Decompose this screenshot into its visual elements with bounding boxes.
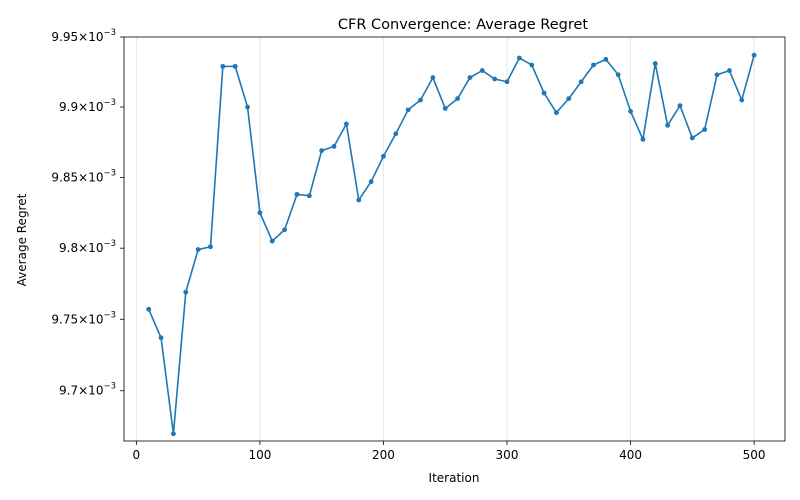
grid-lines bbox=[135, 37, 755, 441]
x-tick-label: 100 bbox=[248, 448, 271, 462]
data-point bbox=[603, 56, 609, 62]
data-point bbox=[282, 227, 288, 233]
data-point bbox=[504, 79, 510, 85]
y-axis: 9.7×10−3 9.75×10−3 9.8×10−3 9.85×10−3 9.9×10… bbox=[51, 28, 124, 398]
y-tick-label: 9.9×10−3 bbox=[59, 98, 116, 114]
data-point bbox=[677, 103, 683, 109]
y-tick-label: 9.95×10−3 bbox=[51, 28, 116, 44]
data-point bbox=[578, 79, 584, 85]
data-point bbox=[319, 148, 325, 154]
data-point bbox=[492, 76, 498, 82]
data-point bbox=[455, 96, 460, 102]
data-point bbox=[356, 197, 362, 203]
data-point bbox=[591, 62, 596, 68]
series-layer bbox=[146, 52, 757, 437]
data-point bbox=[418, 97, 423, 103]
data-point bbox=[393, 131, 399, 137]
data-point bbox=[245, 104, 250, 110]
data-point bbox=[739, 97, 745, 103]
data-point bbox=[640, 136, 646, 142]
data-point bbox=[652, 61, 658, 66]
data-point bbox=[146, 306, 152, 312]
data-point bbox=[554, 110, 559, 116]
data-point bbox=[727, 68, 732, 73]
data-point bbox=[541, 90, 547, 96]
data-point bbox=[665, 122, 671, 128]
x-tick-label: 0 bbox=[133, 448, 141, 462]
plot-area bbox=[123, 36, 786, 442]
data-point bbox=[331, 144, 337, 149]
y-axis-label: Average Regret bbox=[15, 193, 29, 286]
data-point bbox=[208, 244, 213, 250]
data-point bbox=[368, 179, 374, 185]
data-point bbox=[628, 108, 633, 114]
x-tick-label: 400 bbox=[619, 448, 642, 462]
x-tick-label: 200 bbox=[372, 448, 395, 462]
data-point bbox=[479, 68, 485, 73]
data-point bbox=[702, 127, 708, 132]
data-point bbox=[751, 52, 757, 58]
x-axis-label: Iteration bbox=[429, 471, 480, 485]
data-point bbox=[442, 106, 448, 111]
chart-title: CFR Convergence: Average Regret bbox=[338, 17, 589, 33]
data-point bbox=[294, 191, 300, 197]
x-tick-label: 500 bbox=[743, 448, 766, 462]
data-point bbox=[405, 107, 411, 113]
data-point bbox=[529, 62, 535, 68]
x-axis: 0 100 200 300 400 500 bbox=[133, 441, 766, 462]
data-point bbox=[220, 63, 226, 69]
data-point bbox=[430, 75, 436, 80]
data-point bbox=[516, 55, 522, 61]
data-point bbox=[566, 96, 572, 102]
data-point bbox=[467, 75, 473, 80]
data-point bbox=[689, 135, 695, 141]
data-point bbox=[381, 153, 386, 159]
series-line bbox=[147, 54, 755, 435]
data-point bbox=[232, 63, 238, 69]
data-point bbox=[714, 72, 720, 78]
data-point bbox=[171, 431, 176, 437]
data-point bbox=[257, 210, 263, 216]
data-point bbox=[183, 289, 189, 295]
data-point bbox=[615, 72, 621, 78]
y-tick-label: 9.8×10−3 bbox=[59, 239, 116, 255]
y-tick-label: 9.7×10−3 bbox=[59, 382, 116, 398]
data-point bbox=[269, 238, 275, 244]
y-tick-label: 9.85×10−3 bbox=[51, 168, 116, 184]
data-point bbox=[158, 335, 164, 341]
data-point bbox=[195, 247, 201, 252]
data-point bbox=[306, 193, 312, 199]
x-tick-label: 300 bbox=[496, 448, 519, 462]
data-point bbox=[343, 121, 349, 127]
y-tick-label: 9.75×10−3 bbox=[51, 310, 116, 326]
